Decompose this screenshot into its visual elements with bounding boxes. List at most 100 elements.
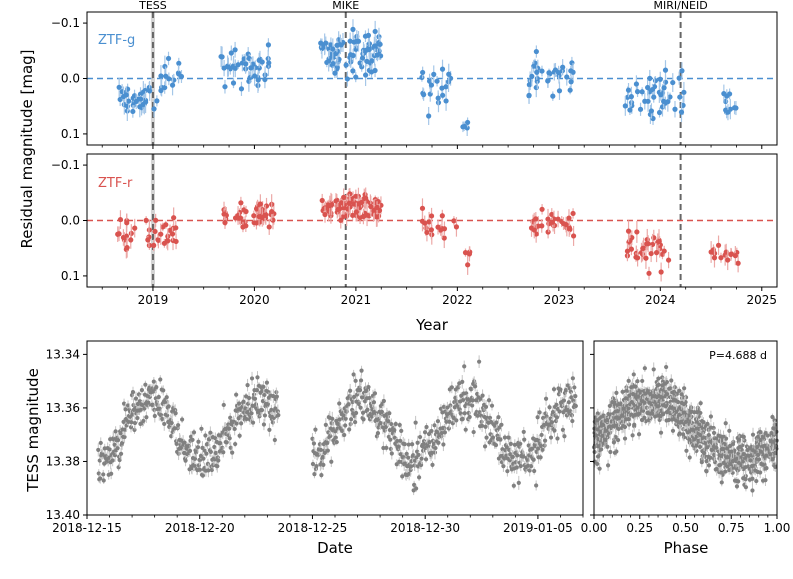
data-point [386,419,391,424]
data-point [362,72,369,78]
data-point [624,248,631,254]
data-point [227,426,232,431]
data-point [259,408,265,413]
data-point [151,379,156,384]
data-point [353,193,359,199]
data-point [677,431,682,436]
data-point [158,87,164,94]
data-point [143,382,148,387]
data-point [756,434,761,439]
data-point [396,444,401,449]
data-point [660,375,665,380]
data-point [383,424,388,430]
data-point [435,224,441,230]
data-point [542,438,548,443]
data-point [398,452,403,457]
data-point [549,219,556,225]
tess-window-band [150,154,155,287]
data-point [250,420,256,425]
data-point [362,399,368,404]
data-point [571,398,576,403]
data-point [697,422,702,427]
data-point [132,427,137,432]
data-point [363,195,369,201]
data-point [687,437,692,442]
data-point [737,444,743,449]
data-point [533,216,539,222]
data-point [432,423,437,428]
data-point [563,388,569,393]
data-point [325,440,330,445]
data-point [753,468,758,473]
data-point [626,378,631,383]
data-point [196,439,201,444]
data-point [378,420,383,426]
data-point [235,62,241,68]
data-point [771,426,777,431]
data-point [508,441,513,446]
data-point [708,439,713,444]
data-point [107,447,112,452]
data-point [541,422,547,428]
data-point [234,392,239,397]
data-point [466,251,473,257]
data-point [332,70,338,76]
data-point [717,463,722,468]
data-point [439,66,446,72]
data-point [169,420,174,426]
data-point [415,440,420,445]
data-point [243,223,249,229]
data-point [545,78,551,84]
y-tick-label: 13.36 [46,401,80,415]
data-point [533,48,539,55]
data-point [243,61,249,67]
data-point [770,439,776,444]
data-point [267,427,272,432]
data-point [535,415,540,420]
data-point [451,218,457,224]
data-point [649,86,656,93]
data-point [650,394,656,399]
data-point [706,463,712,468]
data-point [665,257,672,263]
data-point [742,438,747,443]
data-point [153,217,159,223]
data-point [631,392,636,397]
data-point [672,106,678,112]
data-point [272,437,277,443]
data-point [669,378,674,383]
data-point [338,42,344,48]
data-point [115,446,120,451]
data-point [428,82,435,88]
event-label-tess: TESS [138,0,167,12]
data-point [365,407,370,412]
data-point [534,69,540,75]
data-point [644,84,651,91]
data-point [611,440,617,445]
data-point [470,398,475,403]
data-point [216,458,221,463]
data-point [627,107,633,113]
data-point [560,220,567,227]
data-point [750,432,756,437]
data-point [256,213,262,220]
data-point [727,428,732,433]
data-point [171,215,177,221]
data-point [264,380,270,385]
data-point [350,26,356,32]
data-point [631,372,636,377]
y-tick-label: −0.1 [51,158,80,172]
data-point [406,442,411,447]
data-point [162,84,168,91]
data-point [736,437,742,442]
data-point [222,84,228,90]
x-tick-label: 2018-12-25 [278,521,348,535]
data-point [418,462,424,468]
data-point [698,401,703,406]
data-point [633,81,640,87]
data-point [410,442,415,447]
data-point [567,87,573,93]
data-point [599,415,604,420]
data-point [490,435,496,440]
data-point [453,224,460,230]
